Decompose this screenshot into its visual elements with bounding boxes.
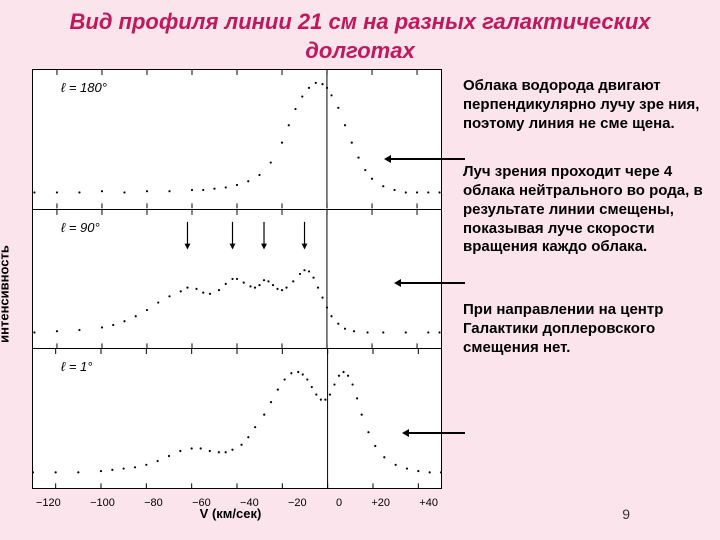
x-tick: −20 (288, 497, 307, 509)
page-title: Вид профиля линии 21 см на разных галакт… (0, 0, 720, 69)
content-area: интенсивность ℓ = 180° ℓ = 90° ℓ = 1° −1… (0, 69, 720, 519)
panel-1: ℓ = 1° (33, 349, 441, 488)
x-tick: +20 (371, 497, 390, 509)
x-axis-label: V (км/сек) (200, 506, 262, 521)
plot-panels: ℓ = 180° ℓ = 90° ℓ = 1° (32, 69, 442, 489)
x-tick: 0 (336, 497, 342, 509)
arrow-2 (400, 282, 465, 284)
arrow-1 (390, 158, 465, 160)
annotations: Облака водорода двигают перпендикулярно … (453, 69, 720, 519)
x-tick: +40 (419, 497, 438, 509)
panel-1-label: ℓ = 1° (61, 359, 92, 374)
panel-90-label: ℓ = 90° (61, 220, 100, 235)
arrow-3 (408, 432, 465, 434)
y-axis-label: интенсивность (0, 245, 12, 343)
annotation-3: При направлении на центр Галактики допле… (463, 301, 720, 357)
panel-180-label: ℓ = 180° (61, 80, 107, 95)
x-tick: −120 (36, 497, 61, 509)
panel-90: ℓ = 90° (33, 210, 441, 349)
chart-area: интенсивность ℓ = 180° ℓ = 90° ℓ = 1° −1… (8, 69, 453, 519)
panel-1-svg (33, 349, 441, 488)
annotation-2: Луч зрения проходит чере 4 облака нейтра… (463, 163, 720, 257)
x-tick: −100 (90, 497, 115, 509)
panel-180: ℓ = 180° (33, 70, 441, 209)
page-number: 9 (622, 506, 630, 522)
annotation-1: Облака водорода двигают перпендикулярно … (463, 77, 720, 133)
x-tick: −80 (144, 497, 163, 509)
